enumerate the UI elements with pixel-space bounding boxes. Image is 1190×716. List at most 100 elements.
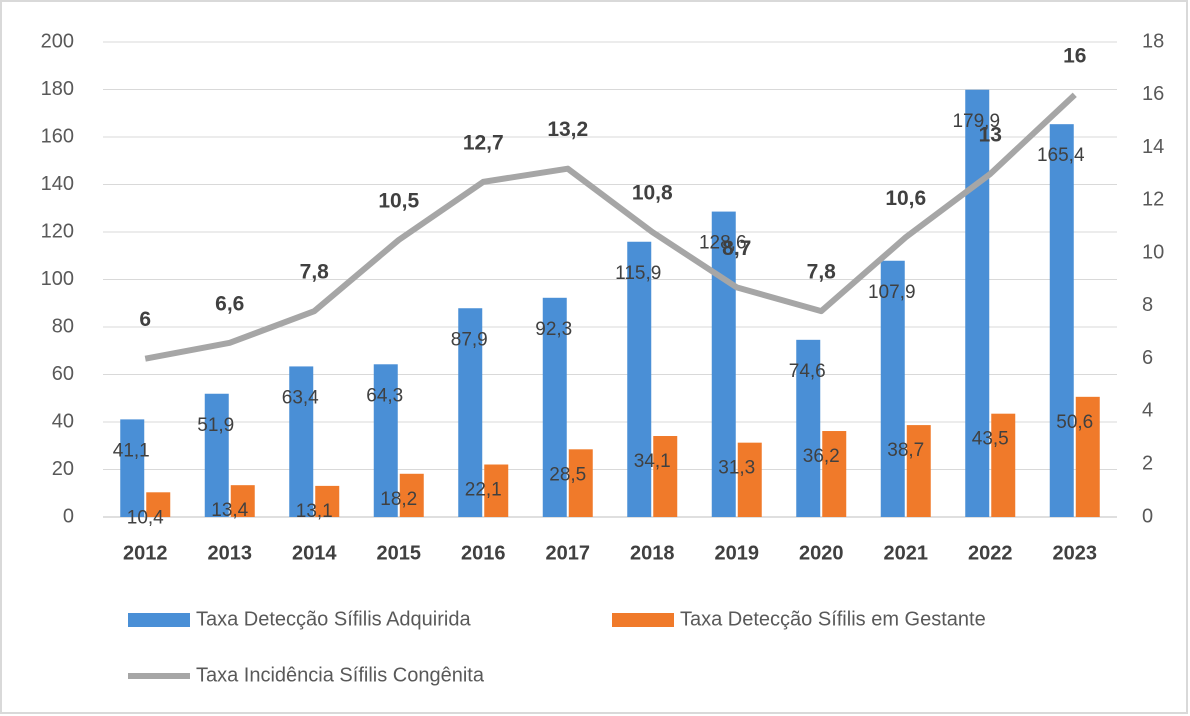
data-label: 16	[1063, 44, 1086, 67]
data-label: 13	[979, 123, 1002, 146]
data-label: 28,5	[549, 464, 586, 485]
data-label: 10,6	[885, 187, 926, 210]
bar	[230, 485, 255, 517]
x-tick-label: 2012	[123, 542, 168, 564]
data-label: 36,2	[803, 446, 840, 467]
data-label: 41,1	[113, 440, 150, 461]
bar	[120, 419, 145, 517]
bar	[737, 442, 762, 517]
bar	[315, 485, 340, 517]
y2-tick-label: 4	[1142, 400, 1153, 422]
data-label: 13,2	[547, 118, 588, 141]
data-label: 8,7	[722, 237, 751, 260]
data-label: 10,8	[632, 182, 673, 205]
bar	[1049, 124, 1074, 518]
y-tick-label: 20	[52, 458, 74, 480]
data-label: 34,1	[634, 451, 671, 472]
y-tick-label: 0	[63, 505, 74, 527]
x-tick-label: 2017	[546, 542, 591, 564]
data-label: 12,7	[463, 131, 504, 154]
x-tick-label: 2020	[799, 542, 844, 564]
x-tick-label: 2019	[715, 542, 760, 564]
legend-swatch	[612, 613, 674, 627]
data-label: 7,8	[807, 261, 837, 284]
data-label: 7,8	[300, 261, 330, 284]
data-label: 74,6	[789, 361, 826, 382]
data-label: 128,6	[699, 233, 747, 254]
bar	[204, 393, 229, 517]
legend-swatch	[128, 613, 190, 627]
bar	[991, 413, 1016, 517]
y-tick-label: 40	[52, 410, 74, 432]
data-label: 38,7	[887, 440, 924, 461]
x-tick-label: 2023	[1053, 542, 1098, 564]
bar	[906, 425, 931, 517]
data-label: 22,1	[465, 480, 502, 501]
data-label: 179,9	[952, 111, 1000, 132]
data-label: 50,6	[1056, 412, 1093, 433]
x-tick-label: 2014	[292, 542, 337, 564]
y-tick-label: 180	[41, 78, 74, 100]
data-label: 18,2	[380, 489, 417, 510]
data-label: 115,9	[615, 263, 661, 284]
data-label: 6,6	[215, 292, 244, 315]
data-label: 64,3	[366, 385, 403, 406]
bar	[399, 473, 424, 517]
bar	[653, 436, 678, 517]
data-label: 43,5	[972, 429, 1009, 450]
data-label: 13,4	[211, 500, 248, 521]
y-tick-label: 140	[41, 173, 74, 195]
x-tick-label: 2021	[884, 542, 929, 564]
bar	[627, 241, 652, 518]
line	[144, 92, 1077, 362]
y-tick-label: 120	[41, 220, 74, 242]
data-label: 6	[139, 308, 151, 331]
y-tick-label: 200	[41, 30, 74, 52]
x-tick-label: 2015	[377, 542, 422, 564]
bar	[965, 89, 990, 518]
y2-tick-label: 18	[1142, 30, 1164, 52]
data-label: 107,9	[868, 282, 916, 303]
y2-tick-label: 16	[1142, 83, 1164, 105]
y2-tick-label: 10	[1142, 241, 1164, 263]
bar	[373, 364, 398, 517]
data-label: 31,3	[718, 458, 755, 479]
bar	[568, 449, 593, 517]
data-label: 87,9	[451, 329, 488, 350]
x-tick-label: 2018	[630, 542, 675, 564]
bar	[711, 211, 736, 517]
legend-label: Taxa Incidência Sífilis Congênita	[196, 664, 485, 686]
y2-tick-label: 6	[1142, 347, 1153, 369]
data-label: 10,5	[378, 189, 419, 212]
y-tick-label: 160	[41, 125, 74, 147]
y2-tick-label: 0	[1142, 505, 1153, 527]
x-tick-label: 2022	[968, 542, 1013, 564]
y2-tick-label: 8	[1142, 294, 1153, 316]
bar	[458, 308, 483, 517]
y2-tick-label: 14	[1142, 136, 1164, 158]
data-label: 92,3	[535, 319, 572, 340]
bar	[484, 464, 509, 517]
bar	[542, 297, 567, 517]
data-label: 10,4	[127, 507, 164, 528]
data-label: 63,4	[282, 387, 319, 408]
bar	[146, 492, 171, 517]
y-tick-label: 60	[52, 363, 74, 385]
data-label: 165,4	[1037, 145, 1085, 166]
bar	[289, 366, 314, 517]
bar	[796, 339, 821, 517]
x-tick-label: 2013	[208, 542, 253, 564]
x-tick-label: 2016	[461, 542, 506, 564]
legend-label: Taxa Detecção Sífilis em Gestante	[680, 608, 986, 630]
data-label: 51,9	[197, 415, 234, 436]
data-label: 13,1	[296, 501, 333, 522]
legend-label: Taxa Detecção Sífilis Adquirida	[196, 608, 471, 630]
bar	[822, 431, 847, 517]
y-tick-label: 80	[52, 315, 74, 337]
bar	[880, 260, 905, 517]
bar	[1075, 396, 1100, 517]
y-tick-label: 100	[41, 268, 74, 290]
y2-tick-label: 2	[1142, 453, 1153, 475]
